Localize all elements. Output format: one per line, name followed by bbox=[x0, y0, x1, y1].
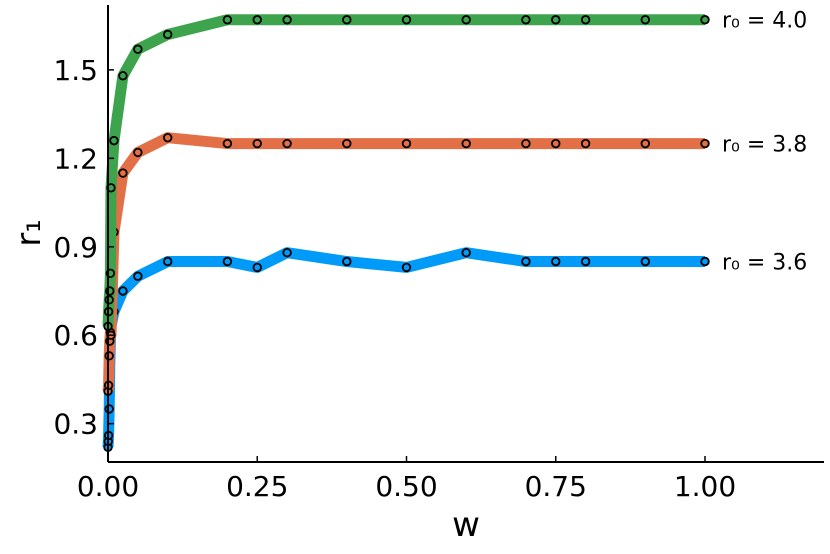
data-point bbox=[104, 295, 114, 305]
series-line bbox=[102, 14, 705, 327]
data-point bbox=[133, 147, 143, 158]
data-point bbox=[640, 15, 650, 25]
data-point bbox=[282, 138, 292, 149]
y-axis-title: r₁ bbox=[9, 219, 49, 247]
data-point bbox=[521, 15, 531, 25]
series-0: r₀ = 3.6 bbox=[102, 247, 807, 452]
series-line bbox=[102, 247, 705, 448]
x-tick-label: 1.00 bbox=[674, 470, 736, 503]
data-point bbox=[118, 286, 128, 296]
data-point bbox=[118, 168, 128, 178]
data-point bbox=[580, 256, 591, 267]
x-axis-title: w bbox=[452, 505, 480, 545]
ticks-layer: 0.00 0.25 0.50 0.75 1.00 0.3 0.6 0.9 1.2 1.5 bbox=[53, 54, 736, 503]
data-point bbox=[551, 256, 561, 267]
data-point bbox=[461, 247, 471, 258]
data-point bbox=[342, 15, 352, 25]
data-point bbox=[252, 138, 262, 149]
data-point bbox=[401, 138, 412, 149]
data-point bbox=[282, 15, 292, 25]
series-label: r₀ = 4.0 bbox=[722, 9, 807, 34]
series-layer: r₀ = 3.6 r₀ = 3.8 r₀ = 4.0 bbox=[102, 9, 807, 452]
data-point bbox=[342, 138, 352, 149]
data-point bbox=[580, 138, 591, 149]
data-point bbox=[551, 15, 561, 25]
data-point bbox=[222, 138, 233, 149]
x-tick-label: 0.00 bbox=[77, 470, 139, 503]
data-point bbox=[222, 15, 233, 25]
data-point bbox=[521, 138, 531, 149]
data-point bbox=[282, 247, 292, 258]
data-point bbox=[162, 29, 173, 40]
y-tick-label: 0.9 bbox=[53, 231, 98, 264]
data-point bbox=[133, 44, 143, 54]
data-point bbox=[461, 138, 471, 149]
data-point bbox=[133, 271, 143, 281]
data-point bbox=[700, 256, 710, 267]
y-tick-label: 1.2 bbox=[53, 142, 98, 175]
data-point bbox=[461, 15, 471, 25]
y-tick-label: 0.6 bbox=[53, 319, 98, 352]
series-label: r₀ = 3.8 bbox=[722, 133, 807, 158]
data-point bbox=[104, 404, 114, 414]
data-point bbox=[162, 256, 173, 267]
data-point bbox=[521, 256, 531, 267]
labels-layer: w r₁ bbox=[9, 219, 480, 545]
y-tick-label: 1.5 bbox=[53, 54, 98, 87]
series-2: r₀ = 4.0 bbox=[102, 9, 807, 332]
data-point bbox=[640, 256, 650, 267]
data-point bbox=[401, 262, 412, 273]
data-point bbox=[342, 256, 352, 267]
data-point bbox=[401, 15, 412, 25]
data-point bbox=[551, 138, 561, 149]
series-label: r₀ = 3.6 bbox=[722, 251, 807, 276]
x-tick-label: 0.50 bbox=[375, 470, 437, 503]
axes-layer bbox=[107, 5, 824, 463]
x-tick-label: 0.25 bbox=[226, 470, 288, 503]
data-point bbox=[700, 138, 710, 149]
x-tick-label: 0.75 bbox=[525, 470, 587, 503]
data-point bbox=[700, 15, 710, 25]
data-point bbox=[118, 71, 128, 81]
data-point bbox=[109, 135, 119, 146]
data-point bbox=[162, 132, 173, 143]
data-point bbox=[640, 138, 650, 149]
data-point bbox=[580, 15, 591, 25]
y-tick-label: 0.3 bbox=[53, 408, 98, 441]
data-point bbox=[222, 256, 233, 267]
data-point bbox=[252, 262, 262, 273]
data-point bbox=[104, 351, 114, 361]
data-point bbox=[252, 15, 262, 25]
